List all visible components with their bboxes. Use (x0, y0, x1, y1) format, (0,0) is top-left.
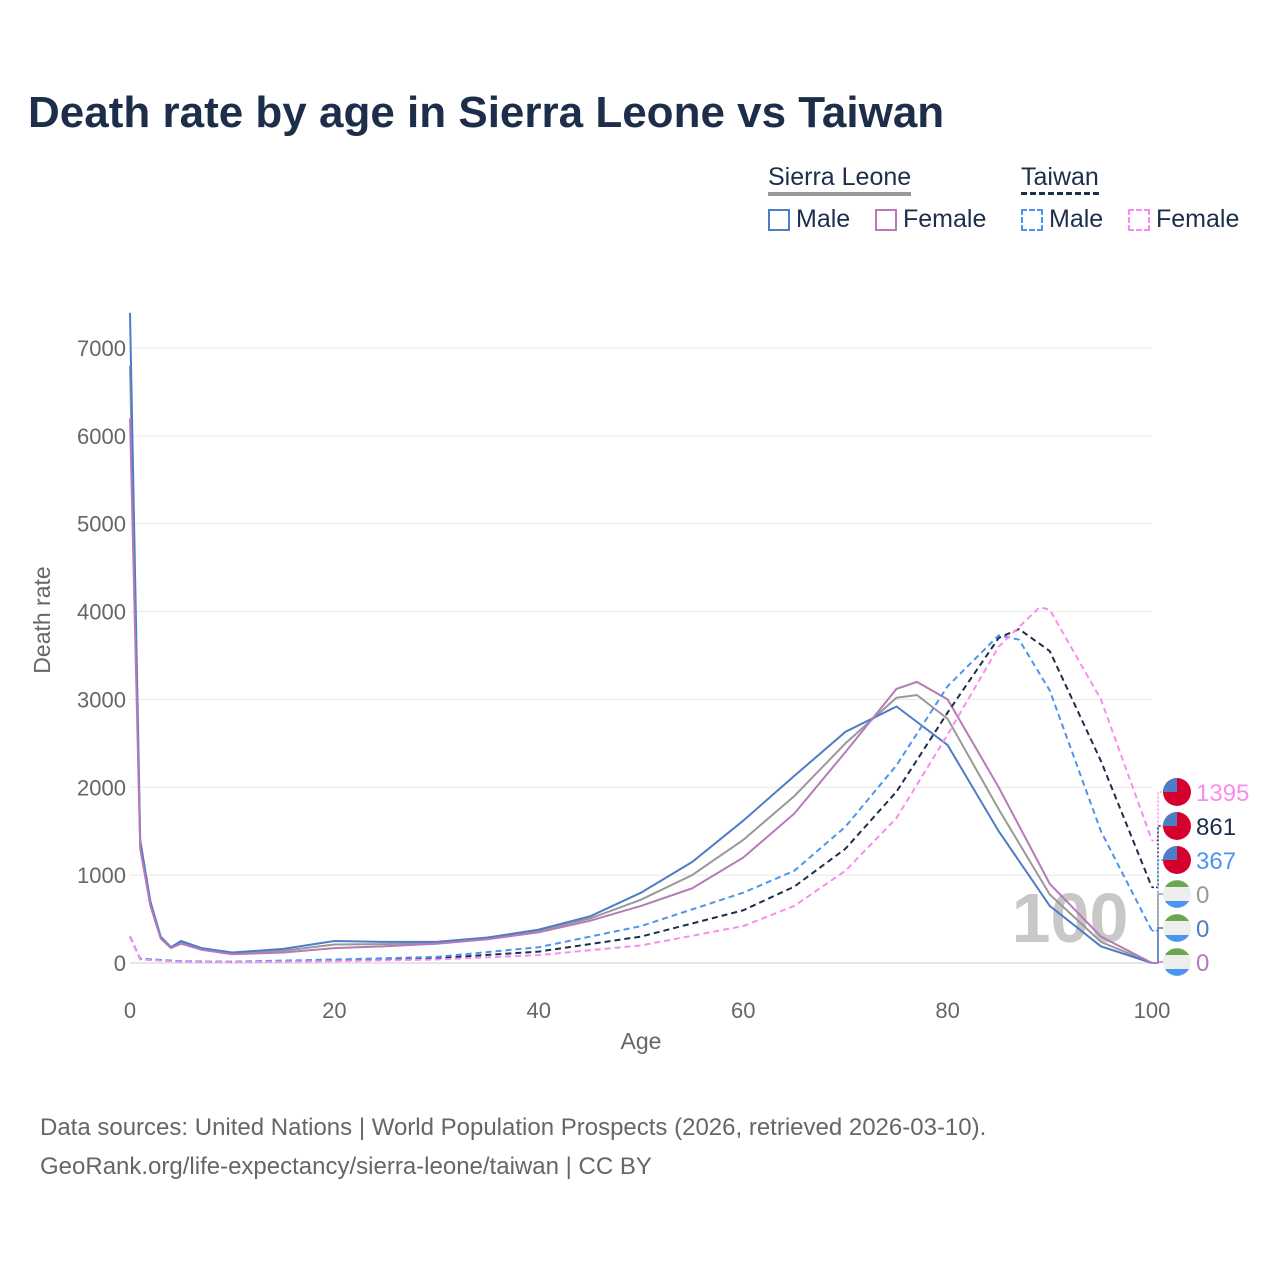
series-line-taiwan-female (129, 606, 1153, 964)
legend-item-sl-female[interactable]: Female (875, 205, 986, 234)
flag-stripe-blue (1165, 901, 1189, 908)
end-value-label: 0 (1196, 882, 1209, 909)
end-label-connector (1152, 825, 1164, 889)
end-value-label: 1395 (1196, 780, 1249, 807)
flag-stripe-green (1165, 948, 1189, 955)
source-note: Data sources: United Nations | World Pop… (40, 1108, 986, 1186)
series-line-taiwan-male (129, 634, 1153, 963)
legend-label: Male (796, 205, 851, 233)
flag-stripe-blue (1165, 935, 1189, 942)
page-title: Death rate by age in Sierra Leone vs Tai… (28, 88, 945, 137)
flag-stripe-green (1165, 914, 1189, 921)
x-tick-label: 80 (935, 998, 959, 1023)
y-tick-label: 7000 (77, 336, 126, 361)
legend-item-tw-female[interactable]: Female (1128, 205, 1239, 234)
source-line: Data sources: United Nations | World Pop… (40, 1114, 987, 1141)
x-tick-label: 100 (1134, 998, 1171, 1023)
y-tick-label: 2000 (77, 775, 126, 800)
legend-label: Female (1156, 205, 1240, 233)
series-line-sierra-leone-female (129, 418, 1153, 964)
end-label-connector (1152, 961, 1164, 964)
flag-stripe-green (1165, 880, 1189, 887)
end-value-label: 0 (1196, 950, 1209, 977)
x-tick-label: 0 (124, 998, 136, 1023)
y-tick-label: 0 (114, 951, 126, 976)
series-line-sierra-leone-total (129, 365, 1153, 964)
flag-stripe-blue (1165, 969, 1189, 976)
legend-item-tw-male[interactable]: Male (1021, 205, 1103, 234)
y-tick-label: 6000 (77, 424, 126, 449)
y-tick-label: 4000 (77, 600, 126, 625)
age-highlight-label: 100 (1012, 879, 1129, 957)
x-tick-label: 20 (322, 998, 346, 1023)
end-label-connector (1152, 791, 1164, 842)
legend-group-sierra-leone[interactable]: Sierra Leone (768, 163, 912, 196)
legend-label: Male (1049, 205, 1104, 233)
legend-swatch (1128, 208, 1150, 231)
end-value-label: 0 (1196, 916, 1209, 943)
legend-item-sl-male[interactable]: Male (768, 205, 850, 234)
series-line-taiwan-total (129, 627, 1153, 963)
y-tick-label: 1000 (77, 863, 126, 888)
end-value-label: 367 (1196, 848, 1236, 875)
legend-swatch (1021, 208, 1043, 231)
y-tick-label: 5000 (77, 512, 126, 537)
taiwan-flag-canton (1163, 812, 1177, 826)
legend-swatch (875, 208, 897, 231)
x-tick-label: 40 (527, 998, 551, 1023)
source-url[interactable]: GeoRank.org/life-expectancy/sierra-leone… (40, 1153, 652, 1180)
series-line-sierra-leone-male (129, 312, 1153, 964)
x-axis-label: Age (621, 1028, 662, 1054)
x-tick-label: 60 (731, 998, 755, 1023)
end-value-label: 861 (1196, 814, 1236, 841)
taiwan-flag-canton (1163, 778, 1177, 792)
legend-label: Female (903, 205, 987, 233)
end-label-connector (1152, 927, 1164, 964)
legend-group-taiwan[interactable]: Taiwan (1021, 163, 1099, 195)
y-tick-label: 3000 (77, 687, 126, 712)
legend-swatch (768, 208, 790, 231)
y-axis-label: Death rate (29, 566, 55, 673)
taiwan-flag-canton (1163, 846, 1177, 860)
